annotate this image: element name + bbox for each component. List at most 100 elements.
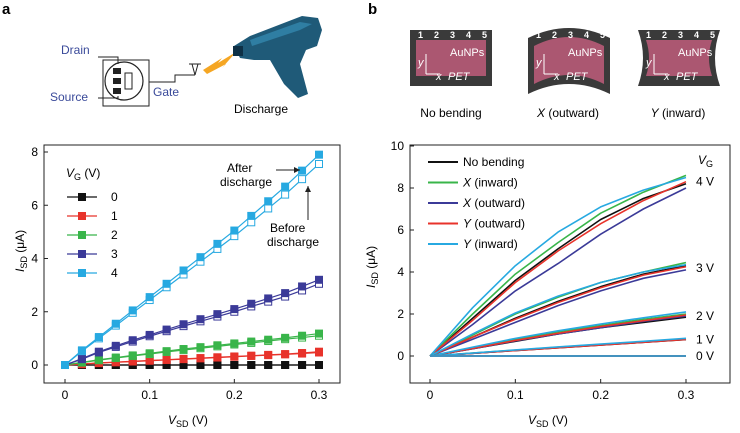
inset-electrode-number: 3 bbox=[450, 30, 455, 40]
plot-a-frame bbox=[43, 144, 341, 384]
plot-b-ylabel: ISD (μA) bbox=[364, 246, 380, 288]
plot-a-legend-marker bbox=[78, 250, 86, 258]
plot-a-marker-after bbox=[179, 266, 188, 275]
plot-a-line-vg3-before bbox=[64, 283, 320, 366]
plot-a-marker-after bbox=[230, 352, 239, 361]
plot-a-marker-before bbox=[298, 175, 307, 184]
plot-b-legend-label: Y (outward) bbox=[463, 217, 525, 231]
plot-b-vg-label: 1 V bbox=[696, 333, 714, 347]
plot-a-legend-title: VG (V) bbox=[66, 166, 100, 182]
plot-a-xtick-label: 0.3 bbox=[311, 388, 328, 402]
plot-b-vg-label: 4 V bbox=[696, 175, 714, 189]
inset-material-label: AuNPs bbox=[450, 47, 485, 59]
inset-axis-x: x bbox=[663, 71, 670, 83]
plot-b-vg-title: VG bbox=[698, 153, 713, 169]
plot-a-line-vg1-after bbox=[64, 351, 320, 366]
spark-icon bbox=[203, 52, 236, 74]
plot-a-marker-after bbox=[281, 333, 290, 342]
inset-caption: Y (inward) bbox=[651, 106, 706, 120]
plot-a-marker-after bbox=[315, 347, 323, 356]
plot-a-marker-after bbox=[145, 330, 154, 339]
inset-electrode-number: 1 bbox=[418, 30, 423, 40]
inset-electrode-number: 2 bbox=[662, 30, 667, 40]
plot-a-marker-after bbox=[162, 355, 171, 364]
plot-a-marker-after bbox=[315, 275, 323, 284]
plot-b-legend-label: X (outward) bbox=[462, 196, 525, 210]
plot-a-marker-after bbox=[179, 345, 188, 354]
inset-electrode-number: 5 bbox=[600, 30, 605, 40]
plot-b-curve bbox=[429, 180, 687, 357]
inset-axis-y: y bbox=[535, 57, 543, 69]
inset-substrate-label: PET bbox=[448, 71, 471, 83]
inset-electrode-number: 2 bbox=[552, 30, 557, 40]
plot-a-marker-after bbox=[196, 253, 205, 262]
plot-a-legend-marker bbox=[78, 269, 86, 277]
plot-a-marker-after bbox=[162, 325, 171, 334]
inset-aunp-film bbox=[646, 40, 712, 76]
inset-electrode-number: 5 bbox=[710, 30, 715, 40]
inset-axis-y: y bbox=[645, 57, 653, 69]
plot-b-curve bbox=[429, 337, 687, 357]
plot-a-line-vg4-before bbox=[64, 163, 320, 366]
plot-b-legend-label: X (inward) bbox=[462, 176, 518, 190]
discharge-gun-icon bbox=[233, 16, 322, 98]
inset-caption: No bending bbox=[420, 106, 481, 120]
inset-material-label: AuNPs bbox=[568, 47, 603, 59]
plot-a-marker-after bbox=[213, 353, 222, 362]
plot-b-ytick-label: 0 bbox=[397, 349, 404, 363]
plot-b: 0 0.1 0.2 0.3 0 2 4 6 8 10 No bending X (inward) X (… bbox=[391, 139, 731, 402]
discharge-label: Discharge bbox=[234, 102, 288, 116]
plot-a-marker-after bbox=[162, 279, 171, 288]
plot-a-marker-after bbox=[247, 211, 256, 220]
plot-a-marker-after bbox=[77, 346, 86, 355]
plot-a-legend-label: 0 bbox=[111, 190, 118, 204]
transistor-schematic: Drain Source Gate Discharge bbox=[50, 16, 322, 116]
inset-material-label: AuNPs bbox=[678, 47, 713, 59]
plot-a-marker-after bbox=[281, 289, 290, 298]
plot-b-xtick-label: 0.1 bbox=[507, 388, 524, 402]
inset-axis-arrows bbox=[653, 54, 668, 75]
plot-b-curve bbox=[429, 265, 687, 357]
plot-a-xlabel: VSD (V) bbox=[168, 413, 208, 429]
plot-a-marker-after bbox=[315, 361, 323, 369]
plot-b-curve bbox=[429, 269, 687, 357]
plot-a-marker-after bbox=[315, 329, 323, 338]
plot-a-legend-label: 3 bbox=[111, 247, 118, 261]
plot-a-marker-after bbox=[179, 354, 188, 363]
plot-a-line-vg2-after bbox=[64, 332, 320, 366]
plot-a-legend-label: 4 bbox=[111, 266, 118, 280]
plot-a-marker-after bbox=[213, 361, 222, 369]
plot-a-ylabel: ISD (μA) bbox=[13, 230, 29, 272]
plot-a-marker-after bbox=[61, 361, 69, 369]
plot-a-marker-after bbox=[230, 305, 239, 314]
plot-a-marker-after bbox=[247, 299, 256, 308]
plot-a-marker-after bbox=[281, 350, 290, 359]
plot-a-legend-label: 2 bbox=[111, 228, 118, 242]
plot-a-marker-after bbox=[213, 239, 222, 248]
plot-b-curve bbox=[429, 174, 687, 357]
source-label: Source bbox=[50, 90, 88, 104]
plot-b-curve bbox=[429, 187, 687, 357]
plot-a-marker-after bbox=[247, 361, 256, 369]
inset-electrode-number: 4 bbox=[466, 30, 471, 40]
plot-a-marker-before bbox=[281, 190, 290, 199]
plot-a-ytick-label: 4 bbox=[31, 252, 38, 266]
plot-a-legend-marker bbox=[78, 231, 86, 239]
plot-b-xlabel: VSD (V) bbox=[528, 413, 568, 429]
plot-a-marker-after bbox=[196, 361, 205, 369]
plot-a-marker-after bbox=[247, 351, 256, 360]
plot-a-annotation-after: After bbox=[227, 161, 252, 175]
plot-a-marker-after bbox=[298, 361, 307, 369]
plot-a-marker-after bbox=[94, 347, 103, 356]
inset-electrode-number: 1 bbox=[646, 30, 651, 40]
plot-a-marker-after bbox=[77, 354, 86, 363]
plot-a-arrowhead-before bbox=[305, 186, 311, 192]
plot-b-ytick-label: 2 bbox=[397, 307, 404, 321]
inset-electrode-number: 3 bbox=[678, 30, 683, 40]
plot-a-legend-label: 1 bbox=[111, 209, 118, 223]
plot-b-xtick-label: 0.3 bbox=[678, 388, 695, 402]
plot-a-marker-after bbox=[264, 335, 273, 344]
inset-electrode-number: 5 bbox=[482, 30, 487, 40]
